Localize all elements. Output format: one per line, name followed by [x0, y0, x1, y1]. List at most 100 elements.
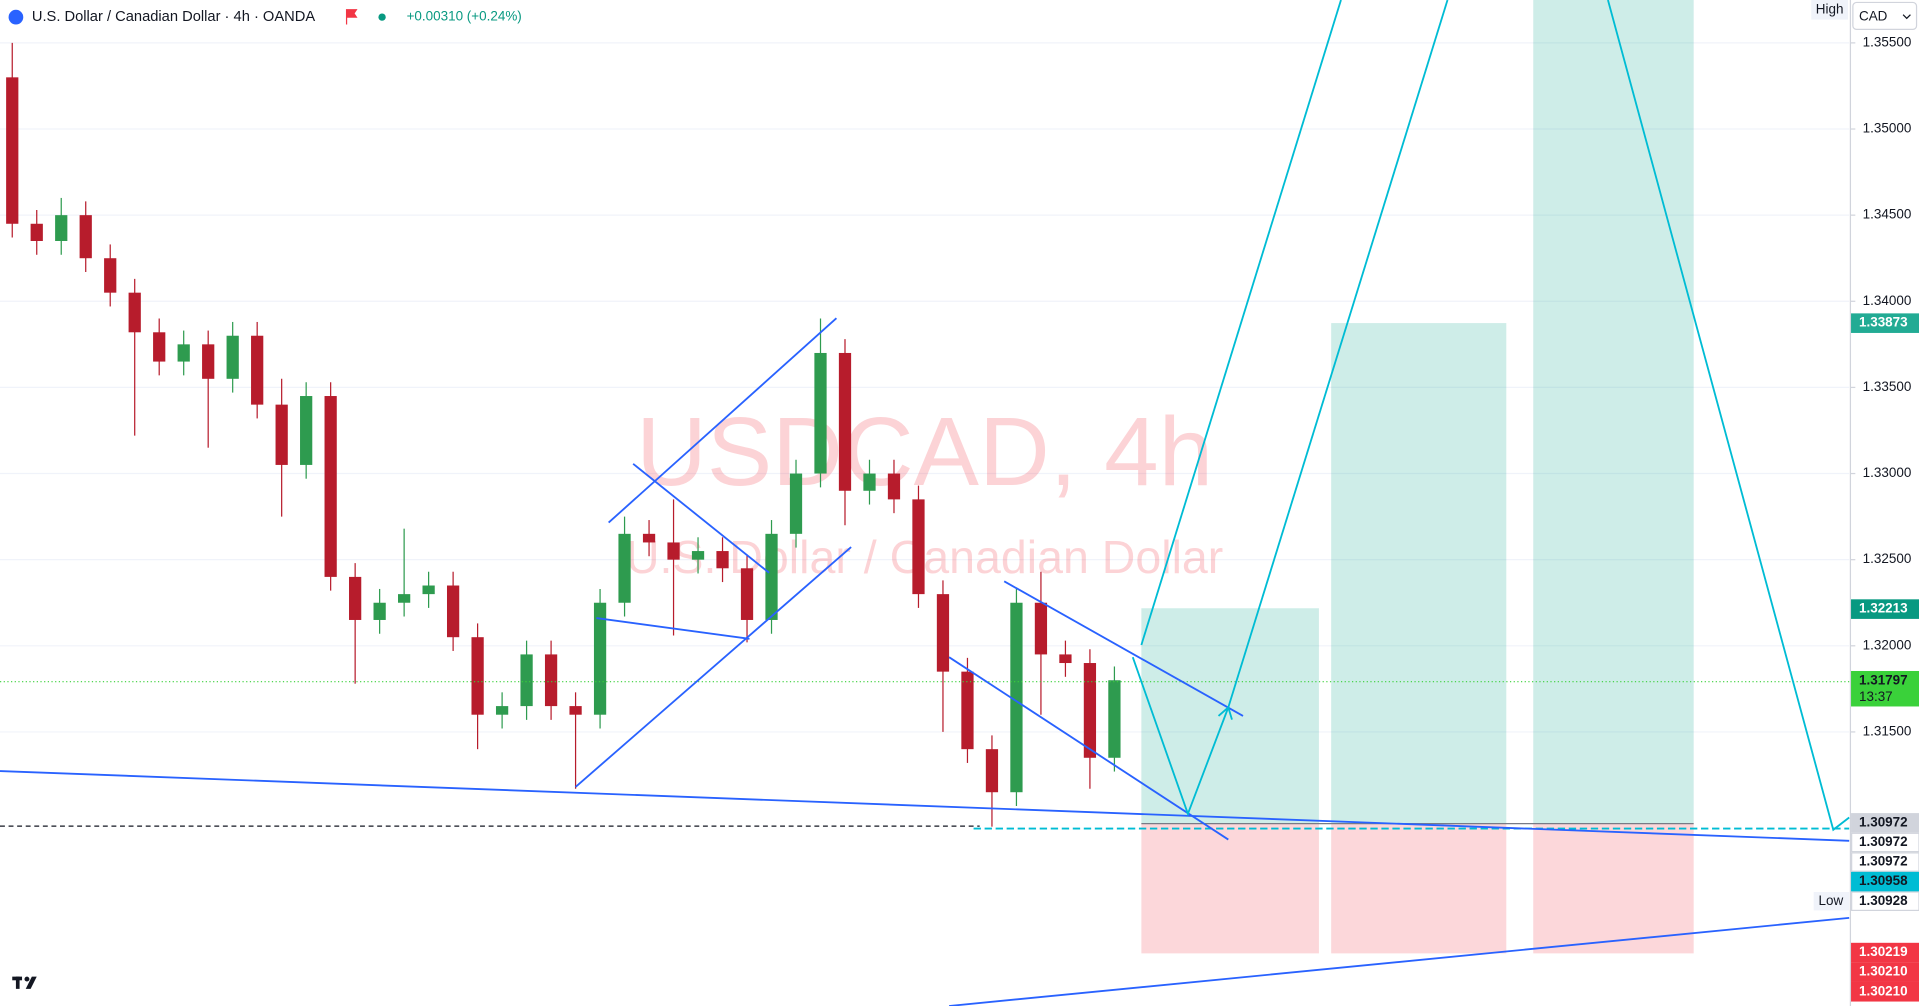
- candle-body: [642, 533, 656, 543]
- price-axis-labels: 1.31500 1.32000 1.32500 1.33000 1.33500 1.340…: [1813, 34, 1919, 1002]
- projection-path: [1140, 0, 1342, 646]
- y-tick-label: 1.34500: [1863, 207, 1912, 222]
- currency-dropdown[interactable]: [1852, 1, 1918, 30]
- candle-body: [1010, 602, 1023, 793]
- price-label-box: [1851, 981, 1919, 1002]
- logo-part: [15, 976, 20, 989]
- price-label: 1.32213: [1859, 601, 1908, 616]
- status-dot: [378, 13, 386, 21]
- candle-body: [1059, 654, 1072, 664]
- candle-body: [422, 585, 435, 595]
- candle-body: [716, 551, 729, 569]
- candle-body: [936, 594, 950, 672]
- candle-body: [128, 292, 141, 333]
- price-label-box: [1851, 832, 1919, 853]
- candle-body: [912, 499, 925, 595]
- candle-body: [6, 77, 19, 224]
- y-tick-label: 1.31500: [1863, 723, 1912, 738]
- wedge-line: [948, 656, 1229, 841]
- candle-body: [471, 637, 484, 715]
- price-label-box: [1851, 599, 1919, 619]
- symbol-title: U.S. Dollar / Canadian Dollar · 4h · OAN…: [32, 9, 316, 25]
- logo[interactable]: [12, 976, 37, 989]
- projection-path: [1607, 0, 1850, 832]
- price-label: 1.33873: [1859, 315, 1908, 330]
- flag-icon[interactable]: [345, 9, 358, 25]
- price-label-box: [1851, 962, 1919, 982]
- y-tick-label: 1.35500: [1863, 34, 1912, 49]
- drawings: [0, 0, 1850, 1006]
- price-label: 1.30928: [1859, 893, 1908, 908]
- channel-line: [608, 317, 838, 524]
- high-label: High: [1816, 1, 1844, 16]
- price-label: 1.30972: [1859, 814, 1908, 829]
- price-label-box: [1851, 313, 1919, 333]
- profit-zone: [1533, 0, 1694, 824]
- candle-body: [887, 473, 901, 500]
- candle-body: [667, 542, 680, 560]
- candle-body: [202, 344, 215, 379]
- candle-body: [177, 344, 190, 362]
- price-label-box: [1851, 813, 1919, 833]
- candle-body: [373, 602, 386, 620]
- candle-body: [691, 551, 705, 560]
- price-label: 1.30958: [1859, 873, 1908, 888]
- price-label-box: [1851, 942, 1919, 963]
- loss-zone: [1533, 823, 1694, 954]
- high-tag: [1811, 0, 1848, 20]
- logo-part: [25, 976, 37, 989]
- low-tag: [1813, 892, 1850, 911]
- y-tick-label: 1.32500: [1863, 551, 1912, 566]
- flag-line: [632, 463, 770, 574]
- symbol-icon: [8, 9, 24, 25]
- price-label: 1.31797: [1859, 672, 1908, 687]
- candle-body: [349, 576, 362, 620]
- candle-body: [55, 215, 68, 241]
- logo-part: [24, 976, 30, 982]
- y-tick-label: 1.33500: [1863, 379, 1912, 394]
- candle-body: [1034, 602, 1048, 655]
- candles: [6, 42, 1121, 827]
- low-label: Low: [1818, 893, 1843, 908]
- projection-path: [1131, 656, 1230, 817]
- y-tick-label: 1.35000: [1863, 121, 1912, 136]
- price-label-box: [1851, 852, 1919, 872]
- candle-body: [544, 654, 558, 707]
- price-label-box: [1851, 871, 1919, 892]
- price-label-box: [1851, 891, 1919, 912]
- loss-zone: [1331, 823, 1507, 954]
- watermark-title: USDCAD, 4h: [636, 396, 1213, 506]
- currency: CAD: [1859, 9, 1888, 24]
- price-label: 1.30972: [1859, 854, 1908, 869]
- candle-body: [765, 533, 778, 620]
- profit-zone: [1331, 323, 1507, 824]
- candle-body: [961, 671, 974, 750]
- projection-path: [1227, 0, 1449, 708]
- candle-body: [1108, 680, 1121, 758]
- positions: [1141, 0, 1694, 954]
- candle-body: [251, 335, 264, 405]
- candle-body: [226, 335, 239, 379]
- price-label: 1.30219: [1859, 944, 1908, 959]
- price-label: 1.30972: [1859, 834, 1908, 849]
- candle-body: [30, 223, 43, 241]
- price-label: 1.30210: [1859, 964, 1908, 979]
- trendline: [0, 770, 1850, 842]
- y-tick-label: 1.33000: [1863, 465, 1912, 480]
- candle-body: [863, 473, 876, 491]
- y-tick-label: 1.32000: [1863, 637, 1912, 652]
- candle-body: [79, 215, 92, 259]
- candle-body: [324, 396, 337, 577]
- candle-body: [985, 749, 999, 793]
- candle-body: [569, 706, 582, 715]
- candle-body: [446, 585, 460, 638]
- candle-body: [1083, 663, 1097, 758]
- candle-body: [838, 352, 852, 491]
- candle-body: [275, 404, 288, 465]
- candle-body: [593, 602, 607, 715]
- price-label: 1.30210: [1859, 983, 1908, 998]
- candle-body: [495, 706, 509, 715]
